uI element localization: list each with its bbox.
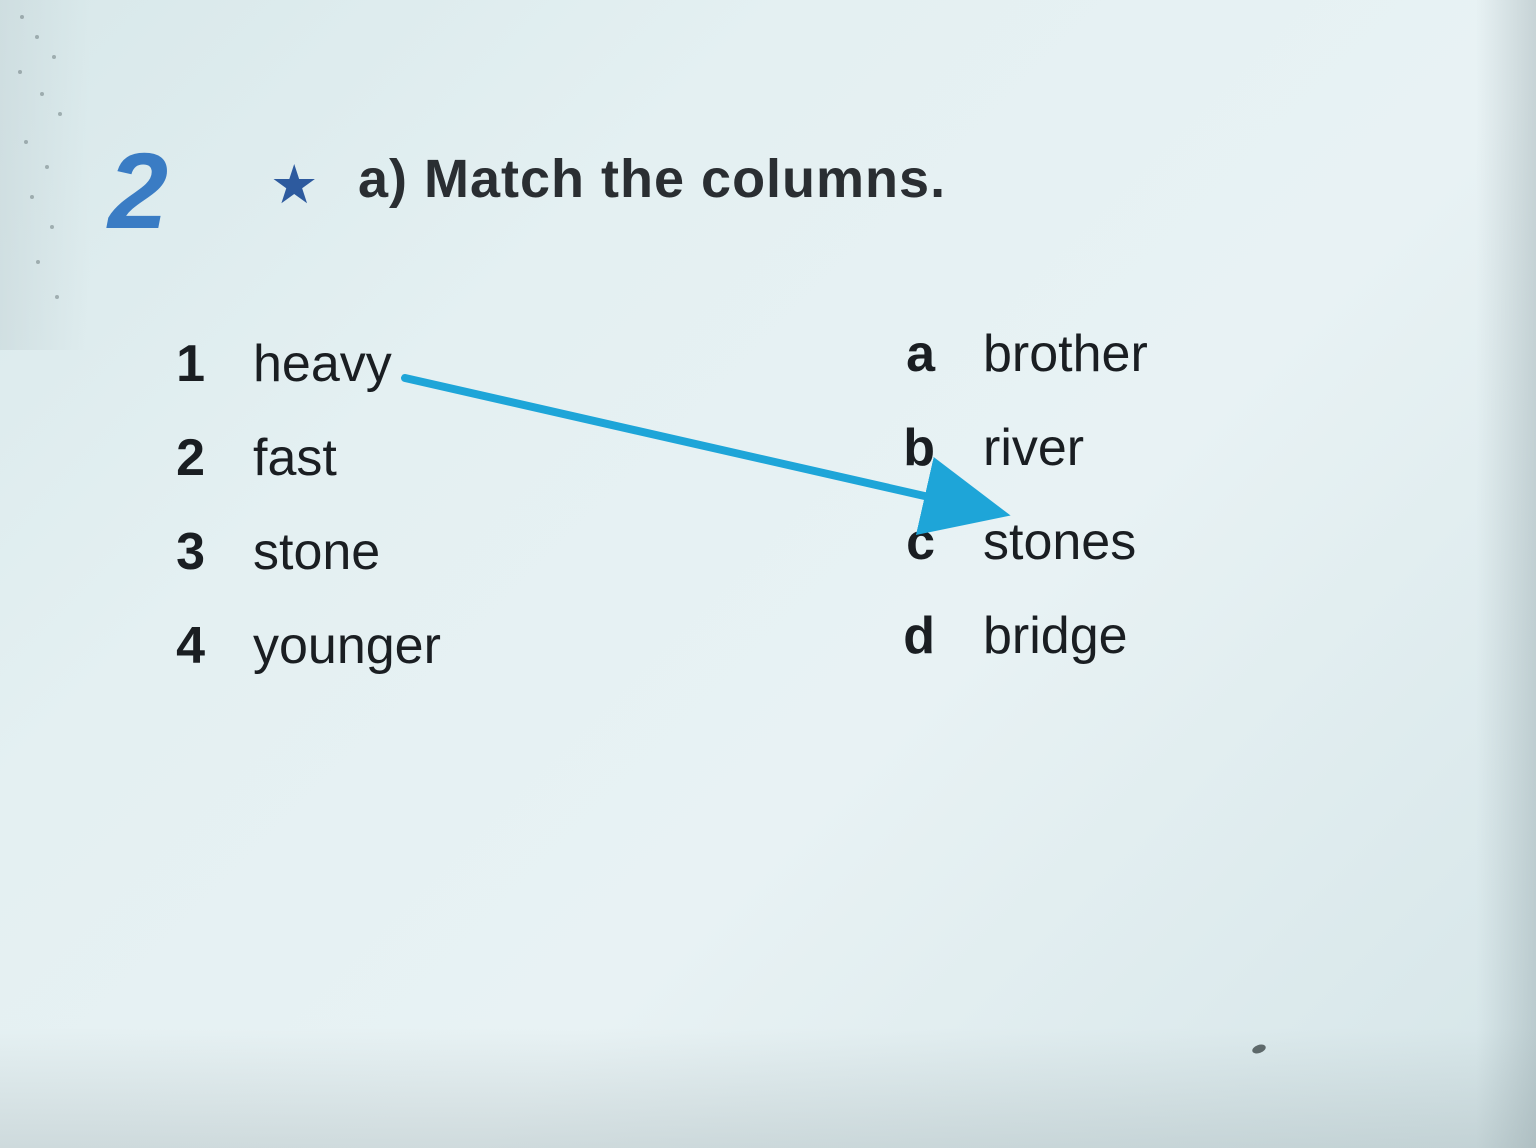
left-item-row: 3 stone	[135, 522, 441, 594]
left-item-row: 2 fast	[135, 428, 441, 500]
left-item-row: 1 heavy	[135, 334, 441, 406]
perforation-dot	[45, 165, 49, 169]
left-column: 1 heavy 2 fast 3 stone 4 younger	[135, 334, 441, 710]
item-word: heavy	[253, 334, 392, 394]
perforation-dot	[20, 15, 24, 19]
right-item-row: a brother	[865, 324, 1148, 396]
item-word: stone	[253, 522, 380, 582]
perforation-dot	[40, 92, 44, 96]
perforation-dot	[18, 70, 22, 74]
item-word: bridge	[983, 606, 1128, 666]
item-word: younger	[253, 616, 441, 676]
item-number: 3	[135, 522, 205, 582]
item-number: 2	[135, 428, 205, 488]
right-item-row: b river	[865, 418, 1148, 490]
item-word: brother	[983, 324, 1148, 384]
item-number: 1	[135, 334, 205, 394]
exercise-number: 2	[108, 128, 168, 253]
perforation-dot	[58, 112, 62, 116]
star-icon: ★	[270, 153, 318, 216]
item-word: fast	[253, 428, 337, 488]
perforation-dot	[55, 295, 59, 299]
perforation-dot	[36, 260, 40, 264]
exercise-heading: a) Match the columns.	[358, 148, 946, 210]
item-number: 4	[135, 616, 205, 676]
perforation-dot	[52, 55, 56, 59]
perforation-dot	[24, 140, 28, 144]
perforation-dot	[50, 225, 54, 229]
item-letter: d	[865, 606, 935, 666]
right-item-row: d bridge	[865, 606, 1148, 678]
right-item-row: c stones	[865, 512, 1148, 584]
perforation-dot	[35, 35, 39, 39]
page-binding-edge	[0, 0, 90, 350]
right-column: a brother b river c stones d bridge	[865, 324, 1148, 700]
page-bottom-shadow	[0, 1028, 1536, 1148]
item-letter: b	[865, 418, 935, 478]
left-item-row: 4 younger	[135, 616, 441, 688]
item-letter: c	[865, 512, 935, 572]
item-letter: a	[865, 324, 935, 384]
perforation-dot	[30, 195, 34, 199]
item-word: stones	[983, 512, 1136, 572]
page-right-shadow	[1476, 0, 1536, 1148]
item-word: river	[983, 418, 1084, 478]
